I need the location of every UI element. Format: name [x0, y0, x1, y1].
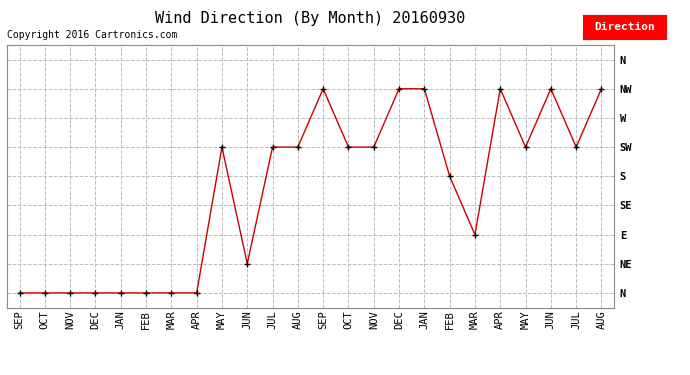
Text: Wind Direction (By Month) 20160930: Wind Direction (By Month) 20160930 — [155, 11, 466, 26]
Text: Copyright 2016 Cartronics.com: Copyright 2016 Cartronics.com — [7, 30, 177, 40]
Text: Direction: Direction — [594, 22, 655, 32]
